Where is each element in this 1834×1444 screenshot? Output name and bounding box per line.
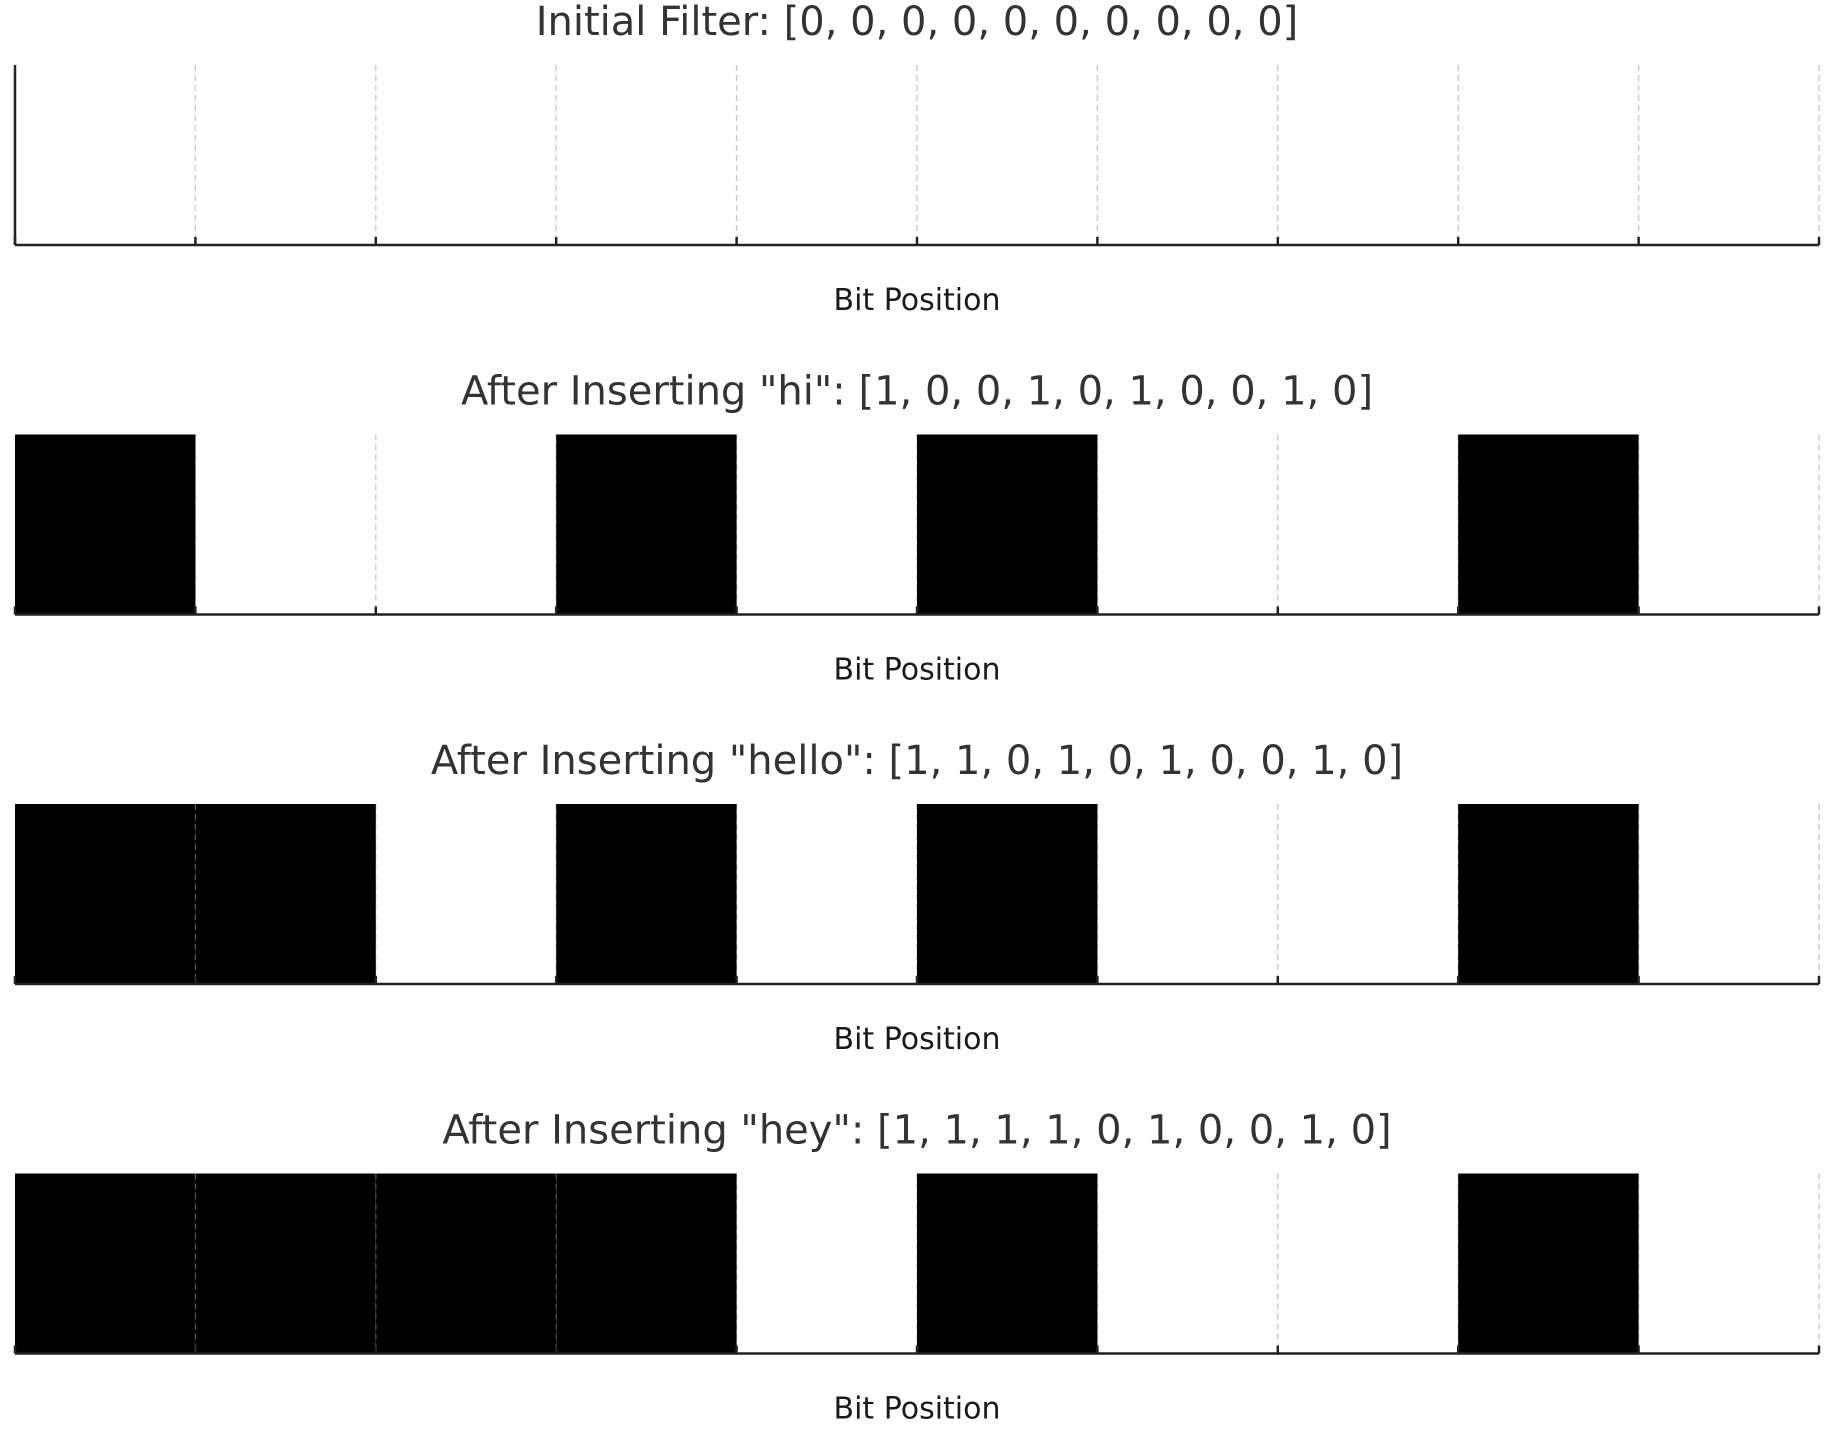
bar — [917, 434, 1098, 615]
chart-title: After Inserting "hello": [1, 1, 0, 1, 0,… — [431, 738, 1403, 784]
chart-title: After Inserting "hey": [1, 1, 1, 1, 0, 1… — [442, 1108, 1391, 1154]
chart-panel: After Inserting "hello": [1, 1, 0, 1, 0,… — [13, 738, 1821, 1057]
bar — [1458, 804, 1639, 984]
chart-panel: After Inserting "hey": [1, 1, 1, 1, 0, 1… — [13, 1108, 1821, 1427]
bar — [195, 804, 376, 984]
x-axis-label: Bit Position — [833, 1022, 1000, 1057]
bar — [917, 1173, 1098, 1354]
chart-title: Initial Filter: [0, 0, 0, 0, 0, 0, 0, 0,… — [536, 0, 1299, 45]
x-axis-label: Bit Position — [833, 283, 1000, 318]
bar — [15, 1173, 196, 1354]
bar — [15, 804, 196, 984]
bar — [556, 1173, 737, 1354]
bar — [556, 804, 737, 984]
chart-panel: After Inserting "hi": [1, 0, 0, 1, 0, 1,… — [13, 369, 1821, 688]
x-axis-label: Bit Position — [833, 653, 1000, 688]
chart-title: After Inserting "hi": [1, 0, 0, 1, 0, 1,… — [461, 369, 1373, 415]
panels: Initial Filter: [0, 0, 0, 0, 0, 0, 0, 0,… — [13, 0, 1821, 1427]
bar — [375, 1173, 557, 1354]
bar — [556, 434, 737, 615]
bar — [1458, 1173, 1639, 1354]
bar — [1458, 434, 1639, 615]
bar — [15, 434, 196, 615]
bar — [917, 804, 1098, 984]
x-axis-label: Bit Position — [833, 1392, 1000, 1427]
chart-panel: Initial Filter: [0, 0, 0, 0, 0, 0, 0, 0,… — [13, 0, 1821, 318]
bar — [195, 1173, 376, 1354]
